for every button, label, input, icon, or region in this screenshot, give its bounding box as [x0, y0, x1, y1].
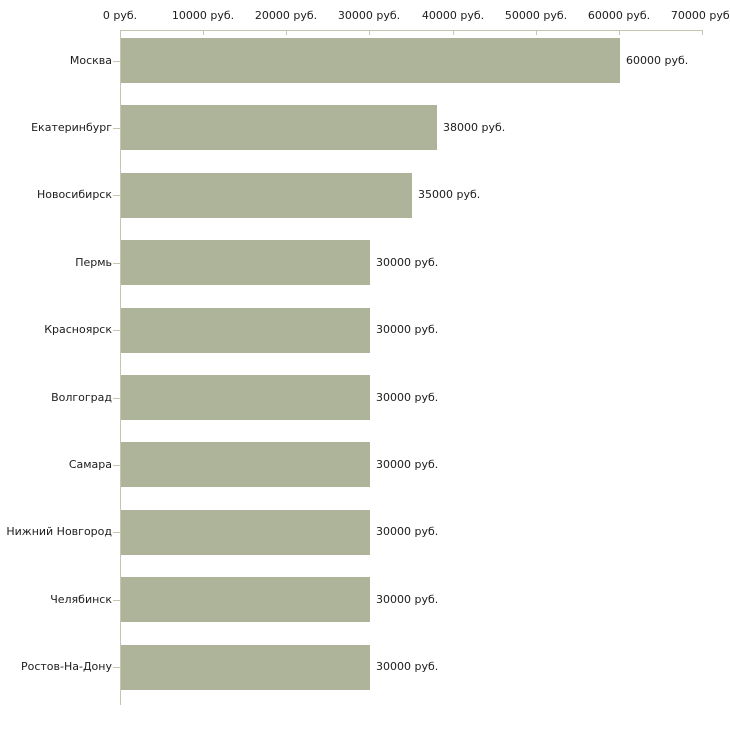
category-label: Самара [68, 458, 112, 471]
x-tick-mark [286, 31, 287, 35]
value-label: 30000 руб. [376, 323, 439, 336]
category-label: Нижний Новгород [6, 525, 112, 538]
value-label: 35000 руб. [418, 188, 481, 201]
bar-10 [121, 645, 370, 690]
value-label: 30000 руб. [376, 391, 439, 404]
category-tick-mark [113, 667, 120, 668]
x-tick-label: 40000 руб. [421, 9, 485, 22]
value-label: 30000 руб. [376, 593, 439, 606]
category-label: Москва [69, 54, 112, 67]
x-tick-label: 30000 руб. [337, 9, 401, 22]
category-label: Екатеринбург [31, 121, 112, 134]
category-tick-mark [113, 465, 120, 466]
bar-2 [121, 105, 437, 150]
x-tick-label: 20000 руб. [254, 9, 318, 22]
x-tick-mark [619, 31, 620, 35]
bar-5 [121, 308, 370, 353]
x-tick-mark [120, 31, 121, 35]
category-label: Ростов-На-Дону [20, 660, 112, 673]
bar-6 [121, 375, 370, 420]
value-label: 60000 руб. [626, 54, 689, 67]
value-label: 30000 руб. [376, 525, 439, 538]
category-label: Волгоград [51, 391, 112, 404]
bar-1 [121, 38, 620, 83]
bar-7 [121, 442, 370, 487]
bar-8 [121, 510, 370, 555]
x-tick-label: 70000 руб. [670, 9, 730, 22]
x-tick-mark [702, 31, 703, 35]
x-axis-line [120, 30, 703, 31]
x-tick-mark [536, 31, 537, 35]
category-label: Красноярск [44, 323, 112, 336]
bar-3 [121, 173, 412, 218]
x-tick-label: 50000 руб. [504, 9, 568, 22]
category-tick-mark [113, 330, 120, 331]
x-tick-label: 0 руб. [102, 9, 138, 22]
category-label: Пермь [75, 256, 112, 269]
x-tick-mark [453, 31, 454, 35]
category-tick-mark [113, 61, 120, 62]
x-tick-mark [203, 31, 204, 35]
x-tick-label: 60000 руб. [587, 9, 651, 22]
bar-9 [121, 577, 370, 622]
bar-4 [121, 240, 370, 285]
value-label: 30000 руб. [376, 256, 439, 269]
value-label: 38000 руб. [443, 121, 506, 134]
category-tick-mark [113, 600, 120, 601]
value-label: 30000 руб. [376, 660, 439, 673]
category-tick-mark [113, 398, 120, 399]
category-tick-mark [113, 195, 120, 196]
category-label: Челябинск [50, 593, 112, 606]
x-tick-label: 10000 руб. [171, 9, 235, 22]
category-tick-mark [113, 532, 120, 533]
category-tick-mark [113, 263, 120, 264]
category-tick-mark [113, 128, 120, 129]
y-axis-line [120, 30, 121, 705]
category-label: Новосибирск [36, 188, 112, 201]
x-tick-mark [369, 31, 370, 35]
value-label: 30000 руб. [376, 458, 439, 471]
